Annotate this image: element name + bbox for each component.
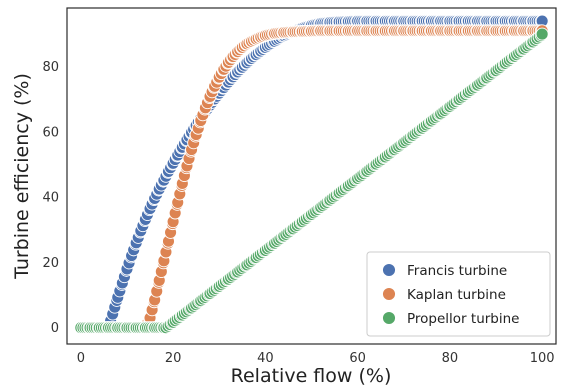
x-tick-label: 40 [257,351,274,366]
legend-label: Propellor turbine [407,311,519,327]
legend: Francis turbine Kaplan turbine Propellor t… [366,251,551,337]
x-axis-label: Relative flow (%) [231,365,392,387]
plot-frame [66,7,557,345]
y-tick-label: 80 [42,60,59,75]
y-tick-label: 0 [51,321,59,336]
x-tick-label: 60 [349,351,366,366]
x-tick-label: 20 [165,351,182,366]
y-axis-ticks: 0 20 40 60 80 [42,60,59,336]
x-tick-label: 100 [530,351,555,366]
y-tick-label: 40 [42,191,59,206]
legend-label: Kaplan turbine [407,287,506,303]
x-tick-label: 80 [442,351,459,366]
x-axis-ticks: 0 20 40 60 80 100 [77,351,555,366]
y-tick-label: 60 [42,125,59,140]
legend-marker [382,287,396,301]
legend-marker [382,263,396,277]
legend-marker [382,311,396,325]
x-tick-label: 0 [77,351,85,366]
legend-label: Francis turbine [407,263,507,279]
y-tick-label: 20 [42,256,59,271]
legend-box [366,251,551,337]
data-point [535,27,549,41]
y-axis-label: Turbine efficiency (%) [11,73,33,280]
data-points [74,14,549,335]
